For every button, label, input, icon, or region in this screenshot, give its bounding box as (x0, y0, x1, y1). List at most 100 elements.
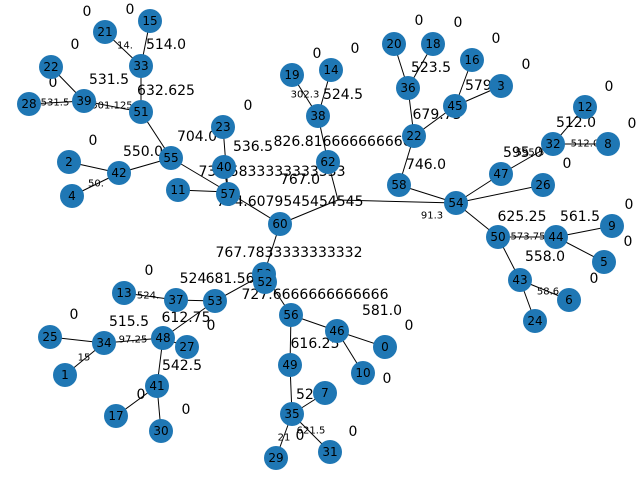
graph-node[interactable]: 11 (166, 178, 190, 202)
graph-node[interactable]: 45 (443, 94, 467, 118)
svg-text:29: 29 (268, 451, 283, 465)
edge-label: 501.125 (91, 101, 132, 112)
graph-node[interactable]: 22 (402, 124, 426, 148)
graph-node[interactable]: 9 (600, 214, 624, 238)
node-value-label: 0 (383, 371, 392, 387)
node-value-label: 0 (590, 271, 599, 287)
graph-node[interactable]: 10 (351, 361, 375, 385)
graph-node[interactable]: 2 (57, 150, 81, 174)
edge-label: 15 (78, 353, 91, 364)
node-value-label: 558.0 (525, 249, 565, 265)
graph-node[interactable]: 41 (145, 374, 169, 398)
graph-node[interactable]: 60 (268, 212, 292, 236)
graph-node[interactable]: 0 (373, 335, 397, 359)
graph-node[interactable]: 19 (280, 63, 304, 87)
svg-text:55: 55 (163, 151, 178, 165)
graph-node[interactable]: 7 (313, 381, 337, 405)
node-value-label: 0 (454, 15, 463, 31)
graph-node[interactable]: 1 (53, 363, 77, 387)
node-value-label: 632.625 (137, 83, 195, 99)
graph-node[interactable]: 55 (159, 146, 183, 170)
node-value-label: 0 (628, 116, 637, 132)
graph-node[interactable]: 13 (112, 281, 136, 305)
graph-node[interactable]: 47 (489, 162, 513, 186)
svg-text:4: 4 (68, 189, 76, 203)
graph-node[interactable]: 43 (508, 268, 532, 292)
graph-node[interactable]: 57 (216, 182, 240, 206)
svg-text:30: 30 (153, 424, 168, 438)
graph-node[interactable]: 25 (38, 325, 62, 349)
svg-text:46: 46 (329, 324, 344, 338)
graph-node[interactable]: 62 (316, 150, 340, 174)
node-value-label: 0 (145, 263, 154, 279)
svg-text:35: 35 (284, 407, 299, 421)
node-value-label: 826.8166666666667 (274, 134, 421, 150)
edge-label: 97.25 (119, 335, 148, 346)
graph-node[interactable]: 39 (72, 89, 96, 113)
svg-text:33: 33 (133, 59, 148, 73)
graph-node[interactable]: 12 (573, 95, 597, 119)
svg-text:56: 56 (283, 308, 298, 322)
graph-node[interactable]: 26 (531, 173, 555, 197)
node-value-label: 595.0 (503, 145, 543, 161)
svg-text:24: 24 (527, 314, 542, 328)
graph-node[interactable]: 33 (129, 54, 153, 78)
graph-node[interactable]: 21 (93, 20, 117, 44)
graph-node[interactable]: 32 (541, 132, 565, 156)
node-value-label: 524.5 (323, 87, 363, 103)
graph-node[interactable]: 56 (279, 303, 303, 327)
node-value-label: 0 (405, 318, 414, 334)
graph-node[interactable]: 48 (151, 326, 175, 350)
svg-text:20: 20 (386, 37, 401, 51)
svg-text:9: 9 (608, 219, 616, 233)
svg-text:28: 28 (21, 97, 36, 111)
graph-node[interactable]: 8 (596, 132, 620, 156)
graph-node[interactable]: 40 (212, 155, 236, 179)
graph-node[interactable]: 5 (592, 250, 616, 274)
graph-node[interactable]: 34 (92, 331, 116, 355)
graph-node[interactable]: 6 (557, 288, 581, 312)
node-value-label: 0 (415, 13, 424, 29)
graph-node[interactable]: 16 (460, 48, 484, 72)
graph-node[interactable]: 42 (107, 161, 131, 185)
graph-node[interactable]: 46 (325, 319, 349, 343)
node-value-label: 0 (182, 402, 191, 418)
svg-text:7: 7 (321, 386, 329, 400)
graph-node[interactable]: 53 (203, 289, 227, 313)
svg-text:58: 58 (391, 178, 406, 192)
node-value-label: 625.25 (498, 209, 547, 225)
graph-node[interactable]: 31 (318, 440, 342, 464)
graph-node[interactable]: 22 (39, 55, 63, 79)
graph-node[interactable]: 50 (486, 225, 510, 249)
node-value-label: 794.6079545454545 (217, 194, 364, 210)
graph-node[interactable]: 35 (280, 402, 304, 426)
graph-node[interactable]: 4 (60, 184, 84, 208)
graph-node[interactable]: 51 (129, 100, 153, 124)
svg-text:38: 38 (310, 109, 325, 123)
graph-node[interactable]: 20 (382, 32, 406, 56)
graph-node[interactable]: 27 (175, 335, 199, 359)
graph-node[interactable]: 30 (149, 419, 173, 443)
graph-node[interactable]: 14 (319, 58, 343, 82)
graph-node[interactable]: 18 (421, 32, 445, 56)
graph-node[interactable]: 49 (278, 353, 302, 377)
svg-text:14: 14 (323, 63, 338, 77)
graph-node[interactable]: 23 (211, 115, 235, 139)
node-value-label: 704.0 (177, 129, 217, 145)
graph-node[interactable]: 36 (396, 76, 420, 100)
graph-node[interactable]: 3 (489, 74, 513, 98)
graph-node[interactable]: 15 (138, 9, 162, 33)
graph-node[interactable]: 28 (17, 92, 41, 116)
graph-node[interactable]: 44 (544, 225, 568, 249)
graph-node[interactable]: 29 (264, 446, 288, 470)
graph-node[interactable]: 52 (253, 270, 277, 294)
graph-node[interactable]: 37 (164, 288, 188, 312)
graph-node[interactable]: 24 (523, 309, 547, 333)
graph-node[interactable]: 17 (104, 404, 128, 428)
edge-label: 21 (278, 433, 291, 444)
graph-node[interactable]: 54 (444, 191, 468, 215)
graph-node[interactable]: 58 (387, 173, 411, 197)
edge-label: 621.5 (297, 426, 326, 437)
svg-text:12: 12 (577, 100, 592, 114)
graph-node[interactable]: 38 (306, 104, 330, 128)
